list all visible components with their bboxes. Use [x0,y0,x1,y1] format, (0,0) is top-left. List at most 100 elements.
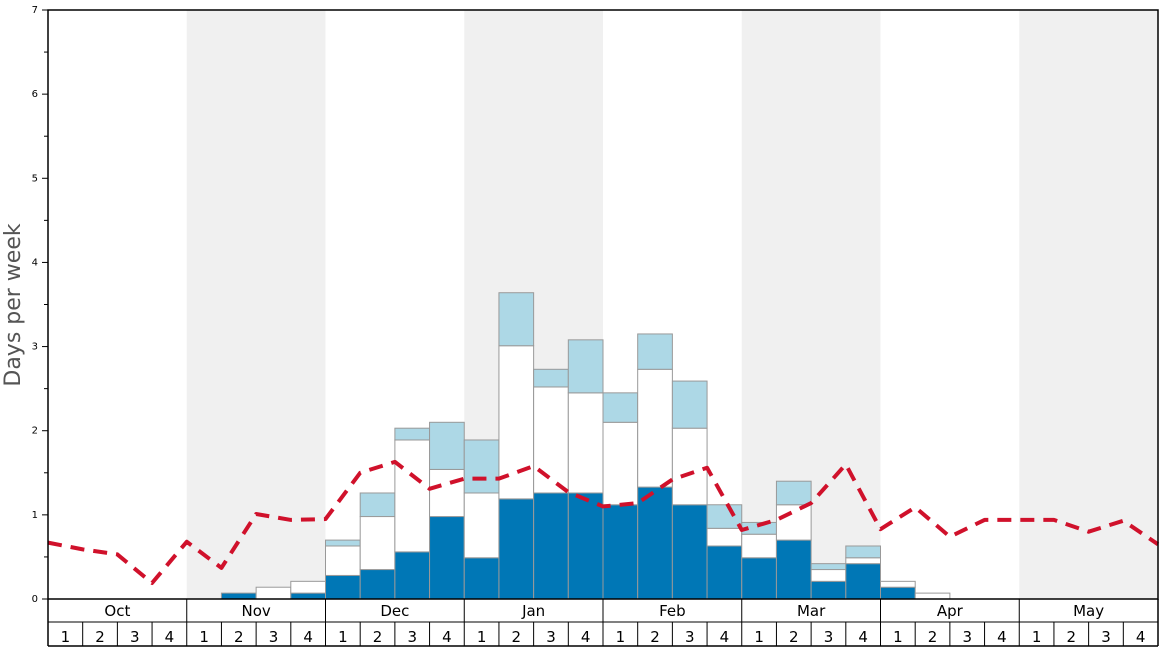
bar-light-segment [706,504,743,529]
week-label: 2 [650,628,660,646]
bar-white-segment [255,586,292,600]
bar-white-segment [429,468,465,518]
bar-light-segment [325,539,361,547]
week-label: 1 [199,628,209,646]
week-label: 1 [616,628,626,646]
week-label: 4 [1136,628,1146,646]
week-label: 4 [997,628,1007,646]
bar-light-segment [463,439,500,494]
bar-dark-segment [220,592,257,600]
month-label: May [1073,602,1104,620]
y-axis: 0 1 2 3 4 5 6 7 [32,5,48,605]
y-axis-label: Days per week [1,223,26,386]
average-dashed-line [47,459,1160,586]
month-label: Oct [104,602,130,620]
month-label: Mar [797,602,826,620]
bar-dark-segment [533,492,569,600]
bar-white-segment [880,580,916,588]
bar-white-segment [637,368,673,488]
week-label: 1 [893,628,903,646]
x-axis: Oct Nov Dec Jan Feb Mar Apr May 1 2 3 4 1 2 3 4 1 2 3 4 1 2 3 4… [47,599,1159,647]
bar-group [220,292,951,600]
week-label: 2 [373,628,383,646]
week-label: 2 [789,628,799,646]
bar-light-segment [602,392,639,423]
month-label: Jan [521,602,545,620]
month-label: Dec [380,602,409,620]
bar-white-segment [463,492,500,559]
bar-dark-segment [290,592,326,600]
bar-light-segment [498,292,535,347]
bar-dark-segment [810,580,847,600]
week-label: 4 [581,628,591,646]
month-label: Apr [937,602,964,620]
bar-white-segment [741,533,777,559]
bar-white-segment [533,386,569,494]
week-label: 1 [61,628,71,646]
month-shade-may [1019,10,1158,599]
bar-white-segment [359,516,396,571]
bar-white-segment [602,421,639,506]
bar-white-segment [567,392,604,494]
week-label: 3 [130,628,140,646]
bar-dark-segment [706,545,743,600]
week-label: 1 [338,628,348,646]
average-line-group [47,459,1160,586]
bar-light-segment [775,480,812,506]
month-label: Feb [659,602,686,620]
week-label: 3 [685,628,695,646]
week-label: 2 [1067,628,1077,646]
bar-white-segment [394,439,431,553]
bar-white-segment [325,545,361,576]
bar-white-segment [810,569,847,582]
week-label: 1 [754,628,764,646]
bar-dark-segment [359,569,396,600]
y-tick-label: 1 [32,510,38,521]
week-label: 4 [858,628,868,646]
bar-dark-segment [325,574,361,600]
week-label: 3 [962,628,972,646]
bar-dark-segment [741,557,777,600]
bar-white-segment [290,580,326,594]
week-label: 2 [95,628,105,646]
bar-light-segment [671,380,708,429]
bar-light-segment [533,368,569,388]
bar-dark-segment [394,551,431,600]
bar-dark-segment [671,504,708,600]
week-label: 2 [512,628,522,646]
month-label: Nov [241,602,270,620]
week-label: 3 [407,628,417,646]
bar-dark-segment [880,586,916,600]
bar-light-segment [567,339,604,394]
week-label: 4 [303,628,313,646]
y-tick-label: 7 [32,5,38,16]
bar-dark-segment [775,539,812,600]
bar-dark-segment [429,516,465,600]
bar-dark-segment [845,563,881,600]
bar-light-segment [394,427,431,441]
bar-dark-segment [637,486,673,600]
bar-light-segment [429,421,465,470]
week-label: 3 [269,628,279,646]
week-label: 1 [477,628,487,646]
bar-white-segment [845,557,881,565]
bar-light-segment [359,492,396,518]
y-tick-label: 4 [32,257,38,268]
week-label: 2 [928,628,938,646]
y-tick-label: 3 [32,342,38,353]
y-tick-label: 0 [32,594,38,605]
bar-white-segment [706,527,743,547]
y-tick-label: 2 [32,426,38,437]
month-shade-nov [186,10,326,599]
bar-dark-segment [567,492,604,600]
week-label: 2 [234,628,244,646]
week-label: 3 [1101,628,1111,646]
week-label: 1 [1032,628,1042,646]
week-label: 3 [824,628,834,646]
bar-light-segment [810,563,847,571]
bar-light-segment [845,545,881,559]
bar-white-segment [671,427,708,506]
week-label: 4 [720,628,730,646]
bar-dark-segment [498,498,535,600]
